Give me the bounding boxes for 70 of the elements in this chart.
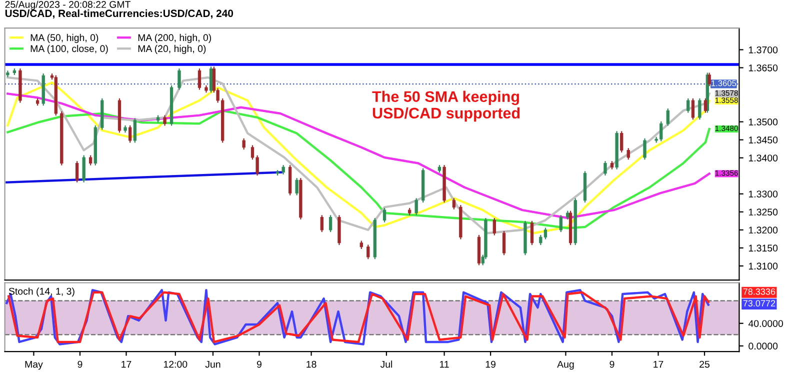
x-tick-label: Aug — [557, 360, 574, 370]
candlestick — [502, 230, 506, 256]
candlestick — [88, 154, 92, 166]
x-tick-label: 17 — [654, 360, 664, 368]
y-tick-label: 1.3500 — [748, 118, 778, 126]
x-tick-label: 11 — [440, 360, 449, 368]
candlestick — [698, 98, 702, 120]
candlestick — [128, 124, 132, 144]
candlestick — [382, 207, 386, 223]
text: 78.3336 — [743, 288, 776, 295]
y-tick-label: 1.3200 — [748, 226, 778, 234]
candlestick — [133, 118, 136, 144]
candlestick — [209, 66, 213, 94]
y-tick-label: 1.3400 — [748, 154, 778, 162]
x-tick-label: Jul — [380, 360, 392, 368]
line-series — [6, 92, 710, 220]
x-tick-label: 19 — [486, 360, 496, 368]
candlestick — [620, 130, 624, 153]
candlestick — [691, 98, 695, 120]
candlestick — [82, 154, 86, 183]
candlestick — [328, 214, 332, 233]
candlestick — [295, 177, 298, 196]
text: 73.0772 — [743, 300, 776, 307]
candlestick — [559, 214, 562, 233]
candlestick — [452, 198, 456, 210]
y-tick-label: 1.3100 — [748, 262, 778, 270]
annotation: The 50 SMA keeping USD/CAD supported — [372, 90, 520, 122]
y-tick-label: 1.3300 — [748, 190, 778, 198]
x-tick-label: 12:00 — [164, 360, 188, 368]
candlestick — [530, 220, 534, 246]
y-tick-label: 0.0000 — [748, 342, 778, 350]
y-tick-label: 1.3250 — [748, 208, 778, 216]
candlestick — [198, 68, 202, 90]
x-tick-label: 9 — [256, 360, 262, 368]
legend-label: MA (20, high, 0) — [138, 44, 206, 54]
candlestick — [666, 108, 670, 126]
x-tick-label: 9 — [78, 360, 82, 368]
x-tick-label: May — [25, 360, 43, 370]
x-tick-label: 17 — [122, 360, 132, 368]
legend-label: MA (100, close, 0) — [30, 44, 108, 54]
y-tick-label: 1.3150 — [748, 244, 778, 252]
candlestick — [708, 72, 711, 87]
legend-label: MA (50, high, 0) — [30, 34, 98, 43]
ref-line-label: 1.3605 — [712, 80, 736, 86]
chart-title: USD/CAD, Real-timeCurrencies:USD/CAD, 240 — [5, 9, 234, 19]
candlestick — [643, 138, 646, 160]
candlestick — [686, 98, 690, 114]
x-tick-label: Jun — [205, 360, 220, 368]
y-tick-label: 1.3700 — [748, 46, 778, 54]
candlestick — [366, 244, 370, 260]
chart-title: Stoch (14, 1, 3) — [8, 288, 74, 297]
candlestick — [704, 98, 708, 114]
candlestick — [282, 164, 285, 175]
candlestick — [626, 148, 630, 160]
candlestick — [414, 198, 418, 216]
legend-label: MA (200, high, 0) — [138, 34, 212, 43]
x-tick-label: 18 — [306, 360, 316, 368]
candlestick — [492, 217, 496, 236]
candlestick — [76, 160, 79, 183]
text: 25/Aug/2023 - 20:08:22 GMT — [5, 0, 131, 10]
candlestick — [604, 160, 607, 176]
y-tick-label: 1.3650 — [748, 64, 778, 72]
x-tick-label: 9 — [610, 360, 614, 368]
candlestick — [163, 114, 166, 126]
y-tick-label: 1.3450 — [748, 136, 778, 144]
candlestick — [242, 138, 246, 150]
x-tick-label: 25 — [700, 360, 710, 368]
candlestick — [178, 68, 181, 90]
y-tick-label: 40.0000 — [748, 320, 783, 327]
candlestick — [320, 214, 324, 233]
